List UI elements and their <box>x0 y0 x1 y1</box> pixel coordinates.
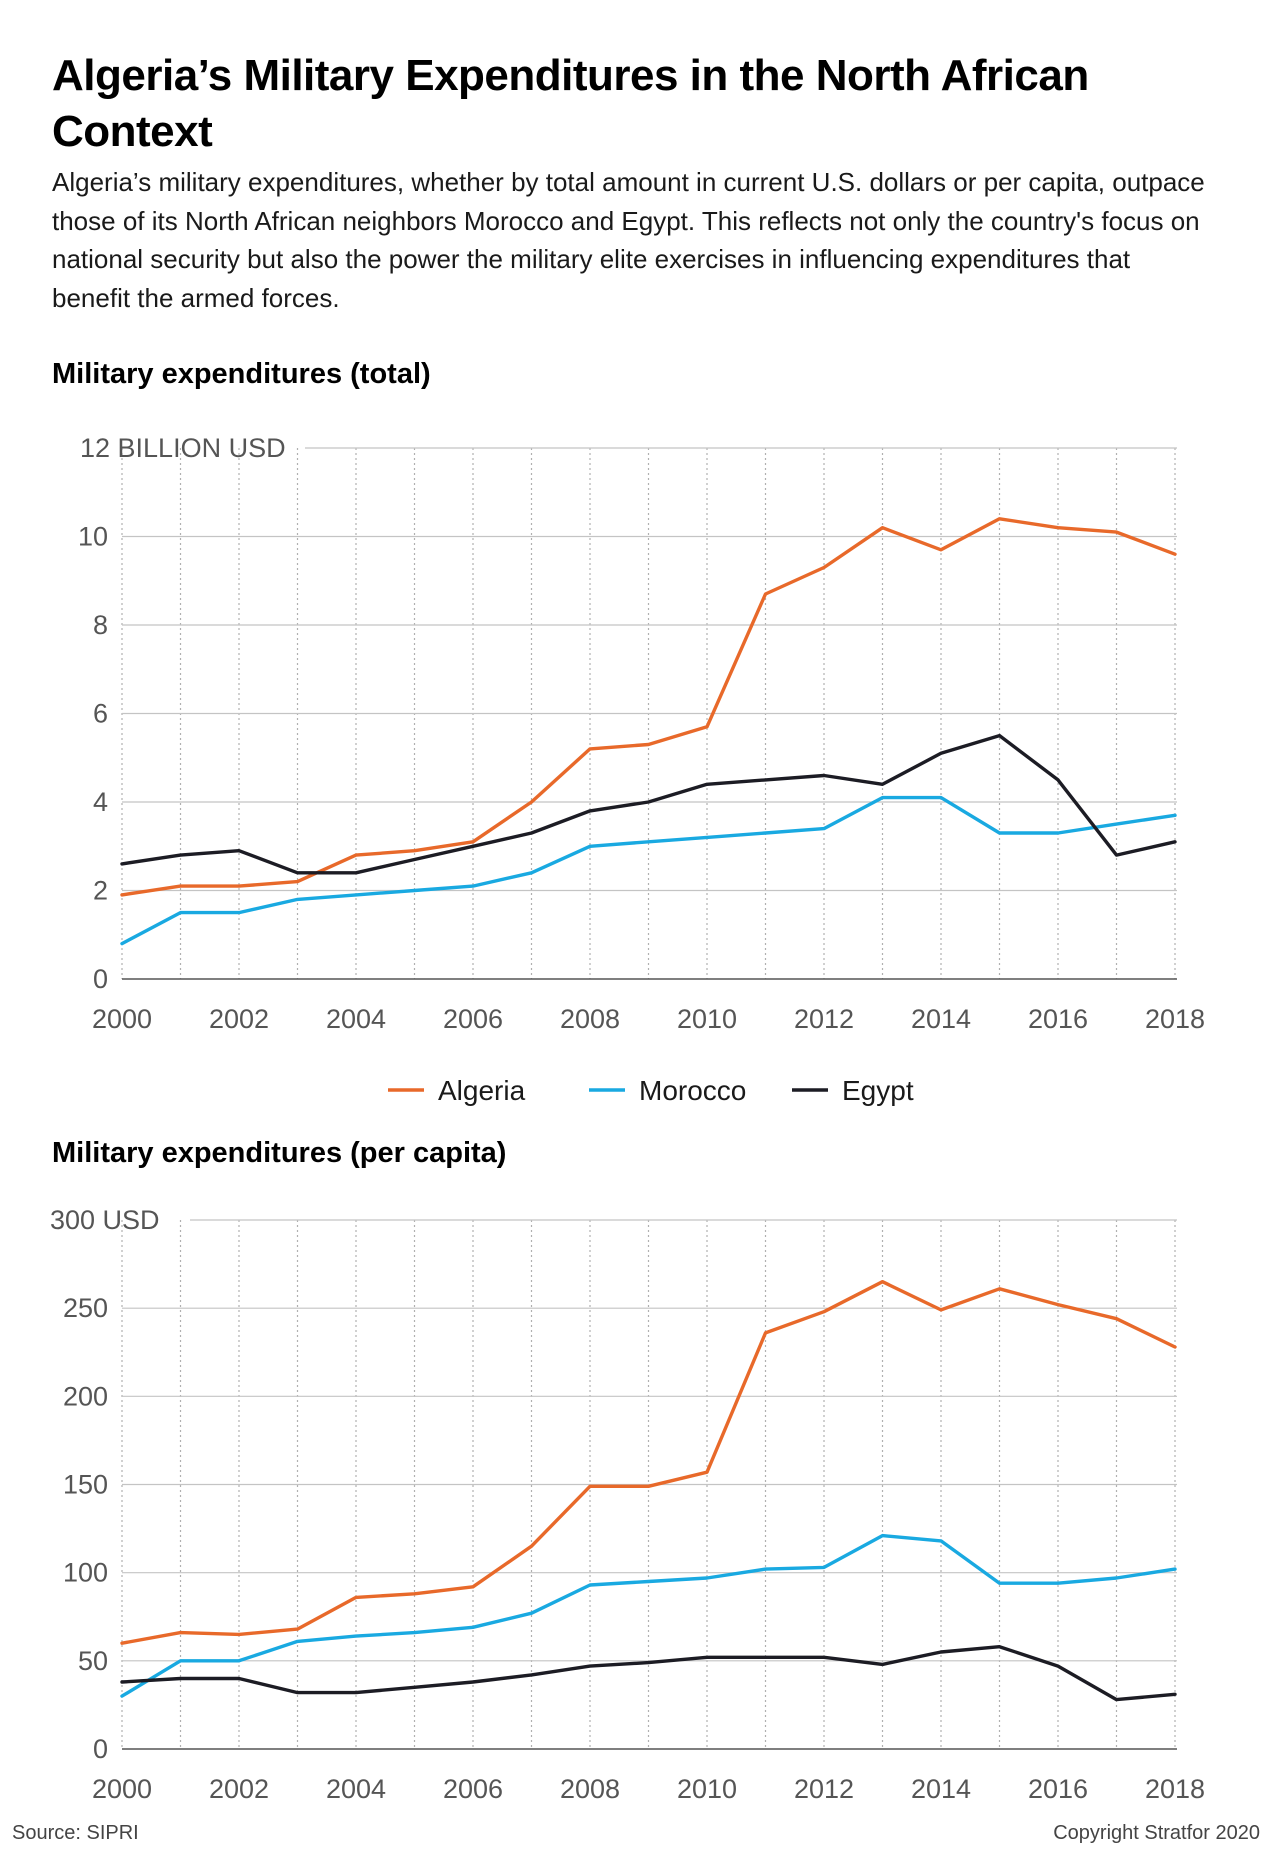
x-tick-label: 2004 <box>326 1774 386 1804</box>
x-tick-label: 2004 <box>326 1004 386 1034</box>
x-tick-label: 2006 <box>443 1004 503 1034</box>
y-tick-label: 4 <box>93 787 108 817</box>
x-tick-label: 2014 <box>911 1004 971 1034</box>
page-title: Algeria’s Military Expenditures in the N… <box>52 51 1089 156</box>
x-tick-label: 2014 <box>911 1774 971 1804</box>
legend-label-algeria: Algeria <box>438 1075 526 1106</box>
y-tick-label: 12 BILLION USD <box>80 433 286 463</box>
series-line-egypt <box>120 733 1177 875</box>
y-tick-label: 150 <box>63 1470 108 1500</box>
series-line-algeria <box>120 1279 1177 1645</box>
x-tick-label: 2016 <box>1028 1004 1088 1034</box>
y-tick-label: 250 <box>63 1293 108 1323</box>
series-line-egypt <box>120 1645 1177 1702</box>
legend-label-egypt: Egypt <box>842 1075 914 1106</box>
x-tick-label: 2006 <box>443 1774 503 1804</box>
series-line-morocco <box>120 1533 1177 1698</box>
y-tick-label: 50 <box>78 1646 108 1676</box>
x-tick-label: 2018 <box>1145 1774 1205 1804</box>
y-tick-label: 8 <box>93 610 108 640</box>
y-tick-label: 10 <box>78 522 108 552</box>
y-tick-label: 200 <box>63 1381 108 1411</box>
per-capita-expenditures-chart: 0 50 100 150 200 250 300 USD 2000 2002 2004 2006 20… <box>50 1205 1205 1804</box>
x-tick-label: 2000 <box>92 1004 152 1034</box>
x-tick-label: 2008 <box>560 1774 620 1804</box>
y-tick-label: 100 <box>63 1558 108 1588</box>
x-tick-label: 2012 <box>794 1774 854 1804</box>
x-tick-label: 2018 <box>1145 1004 1205 1034</box>
x-tick-label: 2002 <box>209 1004 269 1034</box>
x-tick-label: 2008 <box>560 1004 620 1034</box>
x-tick-label: 2012 <box>794 1004 854 1034</box>
copyright-note: Copyright Stratfor 2020 <box>1053 1822 1260 1844</box>
total-expenditures-chart: 0 2 4 6 8 10 12 BILLION USD 2000 2002 2004 2006 200… <box>78 433 1205 1106</box>
x-tick-label: 2016 <box>1028 1774 1088 1804</box>
x-tick-label: 2010 <box>677 1004 737 1034</box>
page-subtitle: Algeria’s military expenditures, whether… <box>52 167 1205 313</box>
legend-label-morocco: Morocco <box>639 1075 746 1106</box>
source-note: Source: SIPRI <box>12 1822 139 1844</box>
y-tick-label: 2 <box>93 876 108 906</box>
x-tick-label: 2000 <box>92 1774 152 1804</box>
series-line-morocco <box>120 795 1177 946</box>
y-tick-label: 0 <box>93 1734 108 1764</box>
y-tick-label: 6 <box>93 699 108 729</box>
y-tick-label: 300 USD <box>50 1205 160 1235</box>
chart-title-per-capita: Military expenditures (per capita) <box>52 1137 507 1169</box>
chart-title-total: Military expenditures (total) <box>52 358 431 390</box>
series-line-algeria <box>120 517 1177 897</box>
x-tick-label: 2010 <box>677 1774 737 1804</box>
y-tick-label: 0 <box>93 964 108 994</box>
x-tick-label: 2002 <box>209 1774 269 1804</box>
